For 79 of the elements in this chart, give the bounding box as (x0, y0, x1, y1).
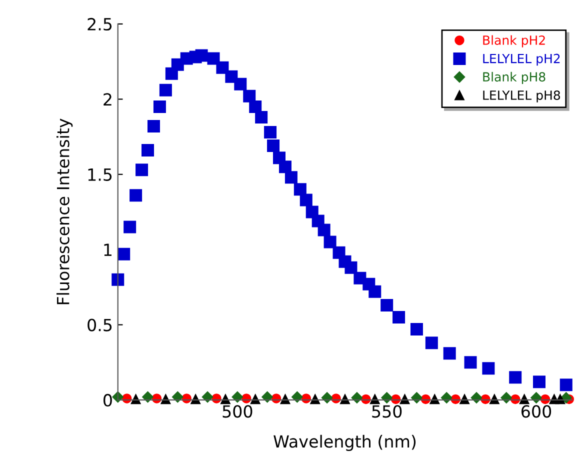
point (278, 160, 292, 174)
point (262, 391, 273, 403)
point (324, 236, 336, 248)
point (243, 90, 256, 102)
y-tick-label: 2.5 (88, 18, 112, 31)
y-tick-label: 0 (104, 394, 112, 407)
point (190, 394, 200, 404)
point (482, 362, 495, 375)
legend-label: LELYLEL pH2 (483, 54, 560, 66)
point (249, 100, 262, 113)
y-axis-title: Fluorescence Intensity (56, 118, 73, 304)
point (142, 144, 154, 157)
point (267, 140, 280, 152)
point (370, 394, 380, 404)
point (207, 52, 220, 65)
y-tick-label: 1 (104, 244, 112, 256)
x-axis-title: Wavelength (nm) (274, 434, 416, 451)
point (142, 391, 154, 403)
point (410, 323, 423, 336)
point (300, 194, 312, 206)
point (172, 391, 184, 403)
legend-label: Blank pH2 (483, 35, 545, 48)
y-tick-label: 1.5 (88, 168, 112, 181)
point (425, 336, 438, 350)
point (430, 394, 440, 404)
point (234, 78, 247, 90)
point (124, 220, 136, 234)
point (560, 378, 572, 392)
y-tick-label: 2 (104, 93, 112, 106)
point (294, 183, 306, 196)
point (310, 394, 320, 404)
point (112, 273, 124, 286)
point (318, 224, 330, 236)
point (284, 171, 298, 184)
point (216, 61, 229, 74)
point (264, 126, 277, 139)
point (250, 394, 260, 404)
point (344, 261, 358, 274)
point (195, 49, 208, 62)
point (380, 298, 394, 312)
point (220, 394, 230, 404)
point (443, 347, 456, 360)
point (470, 392, 482, 404)
point (232, 391, 244, 403)
point (400, 394, 410, 404)
point (147, 120, 160, 132)
point (368, 285, 382, 298)
legend-label: LELYLEL pH8 (483, 90, 560, 102)
point (533, 376, 546, 388)
x-tick-label: 600 (522, 405, 552, 418)
point (351, 392, 363, 404)
point (255, 110, 268, 124)
legend-label: Blank pH8 (483, 72, 546, 84)
point (490, 394, 500, 404)
point (202, 391, 214, 403)
point (118, 248, 130, 260)
y-tick-label: 0.5 (88, 318, 112, 332)
point (509, 371, 522, 384)
x-tick-label: 550 (372, 405, 402, 418)
point (153, 100, 166, 113)
point (136, 164, 148, 176)
point (464, 356, 477, 369)
point (460, 394, 470, 404)
point (392, 311, 406, 324)
point (321, 392, 333, 404)
point (159, 84, 172, 96)
point (441, 392, 452, 404)
point (130, 189, 142, 202)
point (555, 394, 566, 404)
point (130, 394, 141, 404)
point (530, 392, 542, 404)
x-tick-label: 500 (222, 405, 252, 418)
point (160, 394, 171, 404)
point (280, 394, 290, 404)
point (519, 394, 530, 404)
point (340, 394, 350, 404)
point (381, 392, 392, 404)
point (500, 392, 512, 404)
point (292, 391, 303, 403)
